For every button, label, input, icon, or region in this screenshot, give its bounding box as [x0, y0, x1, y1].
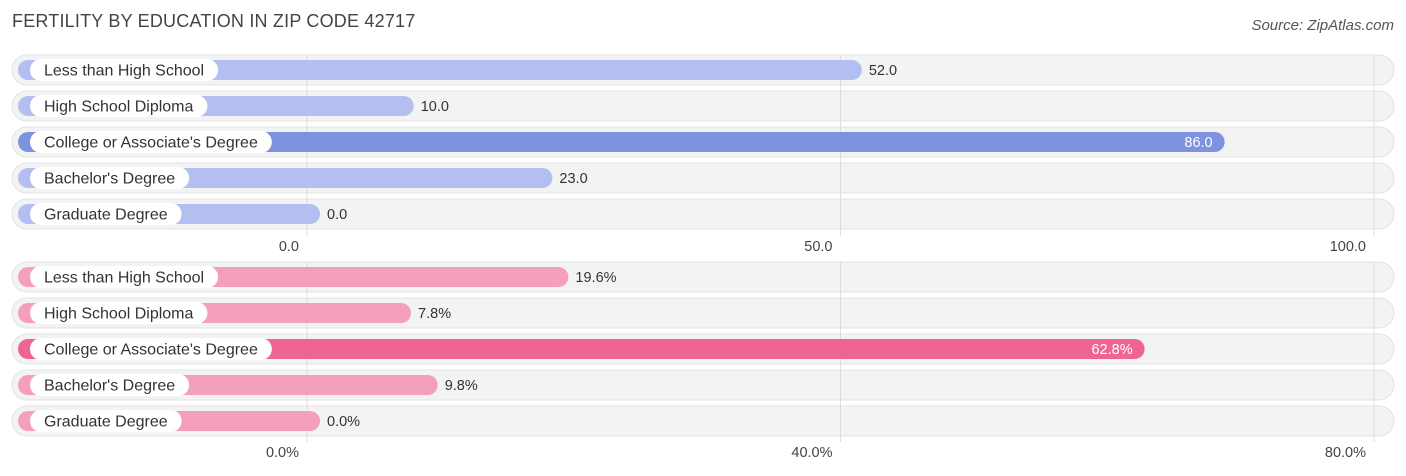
category-label-pill — [30, 167, 190, 189]
category-label: Bachelor's Degree — [44, 171, 175, 188]
category-label-pill — [30, 266, 219, 288]
category-label-pill — [30, 302, 208, 324]
value-label: 0.0 — [327, 207, 347, 223]
tick-label: 100.0 — [1330, 239, 1366, 255]
bar — [18, 132, 1225, 152]
bar — [18, 60, 862, 80]
chart-title: FERTILITY BY EDUCATION IN ZIP CODE 42717 — [12, 11, 416, 31]
chart-source: Source: ZipAtlas.com — [1251, 17, 1394, 34]
value-label: 0.0% — [327, 414, 360, 430]
value-label: 23.0 — [559, 171, 587, 187]
bar — [18, 339, 1145, 359]
category-label: High School Diploma — [44, 306, 194, 323]
tick-label: 80.0% — [1325, 445, 1366, 461]
category-label: Less than High School — [44, 63, 204, 80]
value-label: 7.8% — [418, 306, 451, 322]
value-label: 19.6% — [575, 270, 616, 286]
tick-label: 0.0% — [266, 445, 299, 461]
value-label: 86.0 — [1184, 135, 1212, 151]
chart-2: Less than High School 19.6% High School Di… — [11, 261, 1395, 461]
tick-label: 50.0 — [804, 239, 832, 255]
category-label: Less than High School — [44, 270, 204, 287]
category-label: College or Associate's Degree — [44, 342, 258, 359]
value-label: 52.0 — [869, 63, 897, 79]
category-label-pill — [30, 131, 272, 153]
category-label: Graduate Degree — [44, 207, 168, 224]
category-label-pill — [30, 59, 219, 81]
value-label: 62.8% — [1091, 342, 1132, 358]
category-label: High School Diploma — [44, 99, 194, 116]
row-track — [11, 405, 1395, 437]
category-label-pill — [30, 338, 272, 360]
category-label-pill — [30, 374, 190, 396]
tick-label: 0.0 — [279, 239, 299, 255]
value-label: 10.0 — [421, 99, 449, 115]
category-label: College or Associate's Degree — [44, 135, 258, 152]
row-track — [11, 198, 1395, 230]
category-label: Graduate Degree — [44, 414, 168, 431]
chart-1: Less than High School 52.0 High School Dip… — [11, 54, 1395, 255]
category-label-pill — [30, 95, 208, 117]
value-label: 9.8% — [445, 378, 478, 394]
category-label-pill — [30, 410, 182, 432]
tick-label: 40.0% — [791, 445, 832, 461]
category-label: Bachelor's Degree — [44, 378, 175, 395]
category-label-pill — [30, 203, 182, 225]
